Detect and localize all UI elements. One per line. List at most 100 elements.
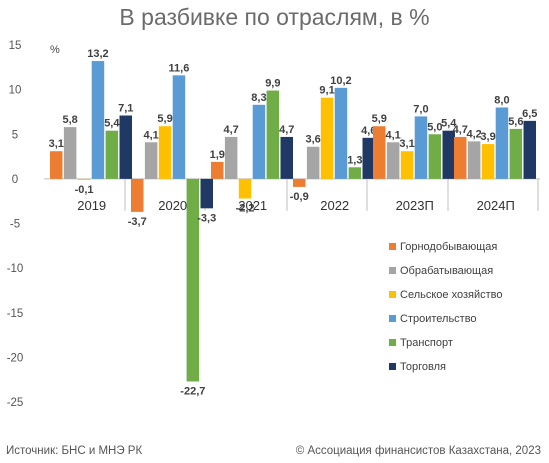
data-label: 11,6 — [169, 62, 190, 74]
data-label: 5,9 — [157, 113, 172, 125]
data-label: 10,2 — [330, 75, 351, 87]
data-label: 6,5 — [522, 108, 537, 120]
bar — [131, 178, 144, 212]
bar — [252, 104, 266, 179]
bar — [119, 115, 132, 179]
bar — [495, 107, 509, 179]
data-label: -0,9 — [290, 191, 309, 203]
y-tick-label: 10 — [9, 85, 22, 97]
bar — [172, 75, 186, 179]
source-note: Источник: БНС и МНЭ РК — [6, 445, 143, 457]
bar — [400, 151, 414, 179]
data-label: 5,8 — [63, 114, 78, 126]
bar — [200, 178, 213, 209]
bar — [91, 61, 105, 179]
legend-label: Торговля — [400, 361, 446, 373]
data-label: 7,1 — [118, 103, 133, 115]
bar — [414, 116, 428, 179]
legend-swatch — [389, 339, 396, 346]
bar — [211, 161, 224, 179]
y-tick-label: -5 — [10, 219, 20, 231]
x-tick-label: 2020 — [158, 198, 187, 213]
data-label: 4,7 — [224, 124, 239, 136]
legend-label: Горнодобывающая — [400, 241, 497, 253]
legend-swatch — [389, 363, 396, 370]
x-tick-label: 2024П — [477, 198, 515, 213]
bar — [266, 90, 280, 179]
bar — [63, 127, 77, 179]
data-label: 7,0 — [413, 103, 428, 115]
bar — [373, 126, 386, 179]
copyright-note: © Ассоциация финансистов Казахстана, 202… — [295, 445, 541, 457]
bar — [50, 151, 63, 179]
bar — [348, 167, 362, 179]
data-label: 5,4 — [104, 118, 120, 130]
data-label: 5,0 — [427, 121, 442, 133]
y-tick-label: -20 — [7, 352, 24, 364]
x-tick-label: 2021 — [238, 198, 267, 213]
data-label: -3,3 — [197, 212, 216, 224]
data-label: 4,7 — [453, 124, 468, 136]
bar — [454, 136, 467, 179]
legend-swatch — [389, 267, 396, 274]
bar — [105, 130, 119, 179]
data-label: 5,9 — [372, 113, 387, 125]
data-label: 9,1 — [319, 85, 334, 97]
bar — [523, 120, 536, 179]
bar — [362, 137, 375, 179]
y-unit-label: % — [50, 44, 60, 56]
bar — [306, 146, 320, 179]
data-label: -3,7 — [128, 216, 147, 228]
data-label: 9,9 — [265, 78, 280, 90]
y-tick-label: -10 — [7, 263, 24, 275]
y-tick-label: 15 — [9, 40, 22, 52]
data-label: -2,2 — [236, 203, 255, 215]
data-label: 8,0 — [494, 94, 509, 106]
bar — [334, 87, 348, 179]
chart-title: В разбивке по отраслям, в % — [119, 4, 430, 30]
legend-swatch — [389, 243, 396, 250]
data-label: 4,1 — [386, 129, 401, 141]
data-label: 5,6 — [508, 116, 523, 128]
x-tick-label: 2022 — [320, 198, 349, 213]
bar — [509, 128, 523, 179]
y-tick-label: 0 — [12, 174, 18, 186]
bar — [386, 142, 400, 179]
data-label: 4,1 — [144, 129, 159, 141]
x-tick-label: 2019 — [77, 198, 106, 213]
bar — [293, 178, 306, 187]
data-label: 13,2 — [87, 48, 108, 60]
data-label: 1,9 — [210, 149, 225, 161]
y-tick-label: 5 — [12, 129, 18, 141]
data-label: 1,3 — [347, 154, 362, 166]
y-tick-label: -15 — [7, 308, 24, 320]
bar — [77, 178, 91, 180]
bar — [280, 136, 293, 179]
bar — [442, 130, 455, 179]
legend-label: Сельское хозяйство — [400, 289, 502, 301]
bar — [144, 142, 158, 179]
data-label: 3,1 — [49, 138, 64, 150]
bar — [481, 144, 495, 179]
bar — [428, 134, 442, 179]
data-label: 8,3 — [251, 92, 266, 104]
data-label: 4,7 — [279, 124, 294, 136]
data-label: 3,6 — [306, 134, 321, 146]
data-label: -0,1 — [75, 184, 94, 196]
legend-label: Обрабатывающая — [400, 265, 493, 277]
data-label: 3,1 — [399, 138, 414, 150]
bar — [238, 178, 252, 199]
legend-swatch — [389, 291, 396, 298]
data-label: 4,2 — [467, 128, 482, 140]
data-label: 4,6 — [361, 125, 376, 137]
bar — [320, 97, 334, 179]
legend-label: Строительство — [400, 313, 477, 325]
bar — [186, 178, 200, 382]
bar — [467, 141, 481, 179]
legend-swatch — [389, 315, 396, 322]
data-label: 5,4 — [441, 118, 457, 130]
data-label: 3,9 — [480, 131, 495, 143]
data-label: -22,7 — [180, 385, 205, 397]
bar — [224, 136, 238, 179]
